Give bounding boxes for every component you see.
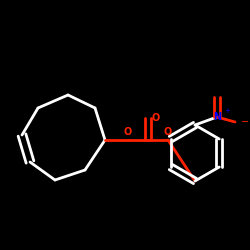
Text: −: − [241,117,249,127]
Text: +: + [224,108,230,114]
Text: N: N [213,112,221,122]
Text: O: O [124,127,132,137]
Text: O: O [152,113,160,123]
Text: O: O [164,127,172,137]
